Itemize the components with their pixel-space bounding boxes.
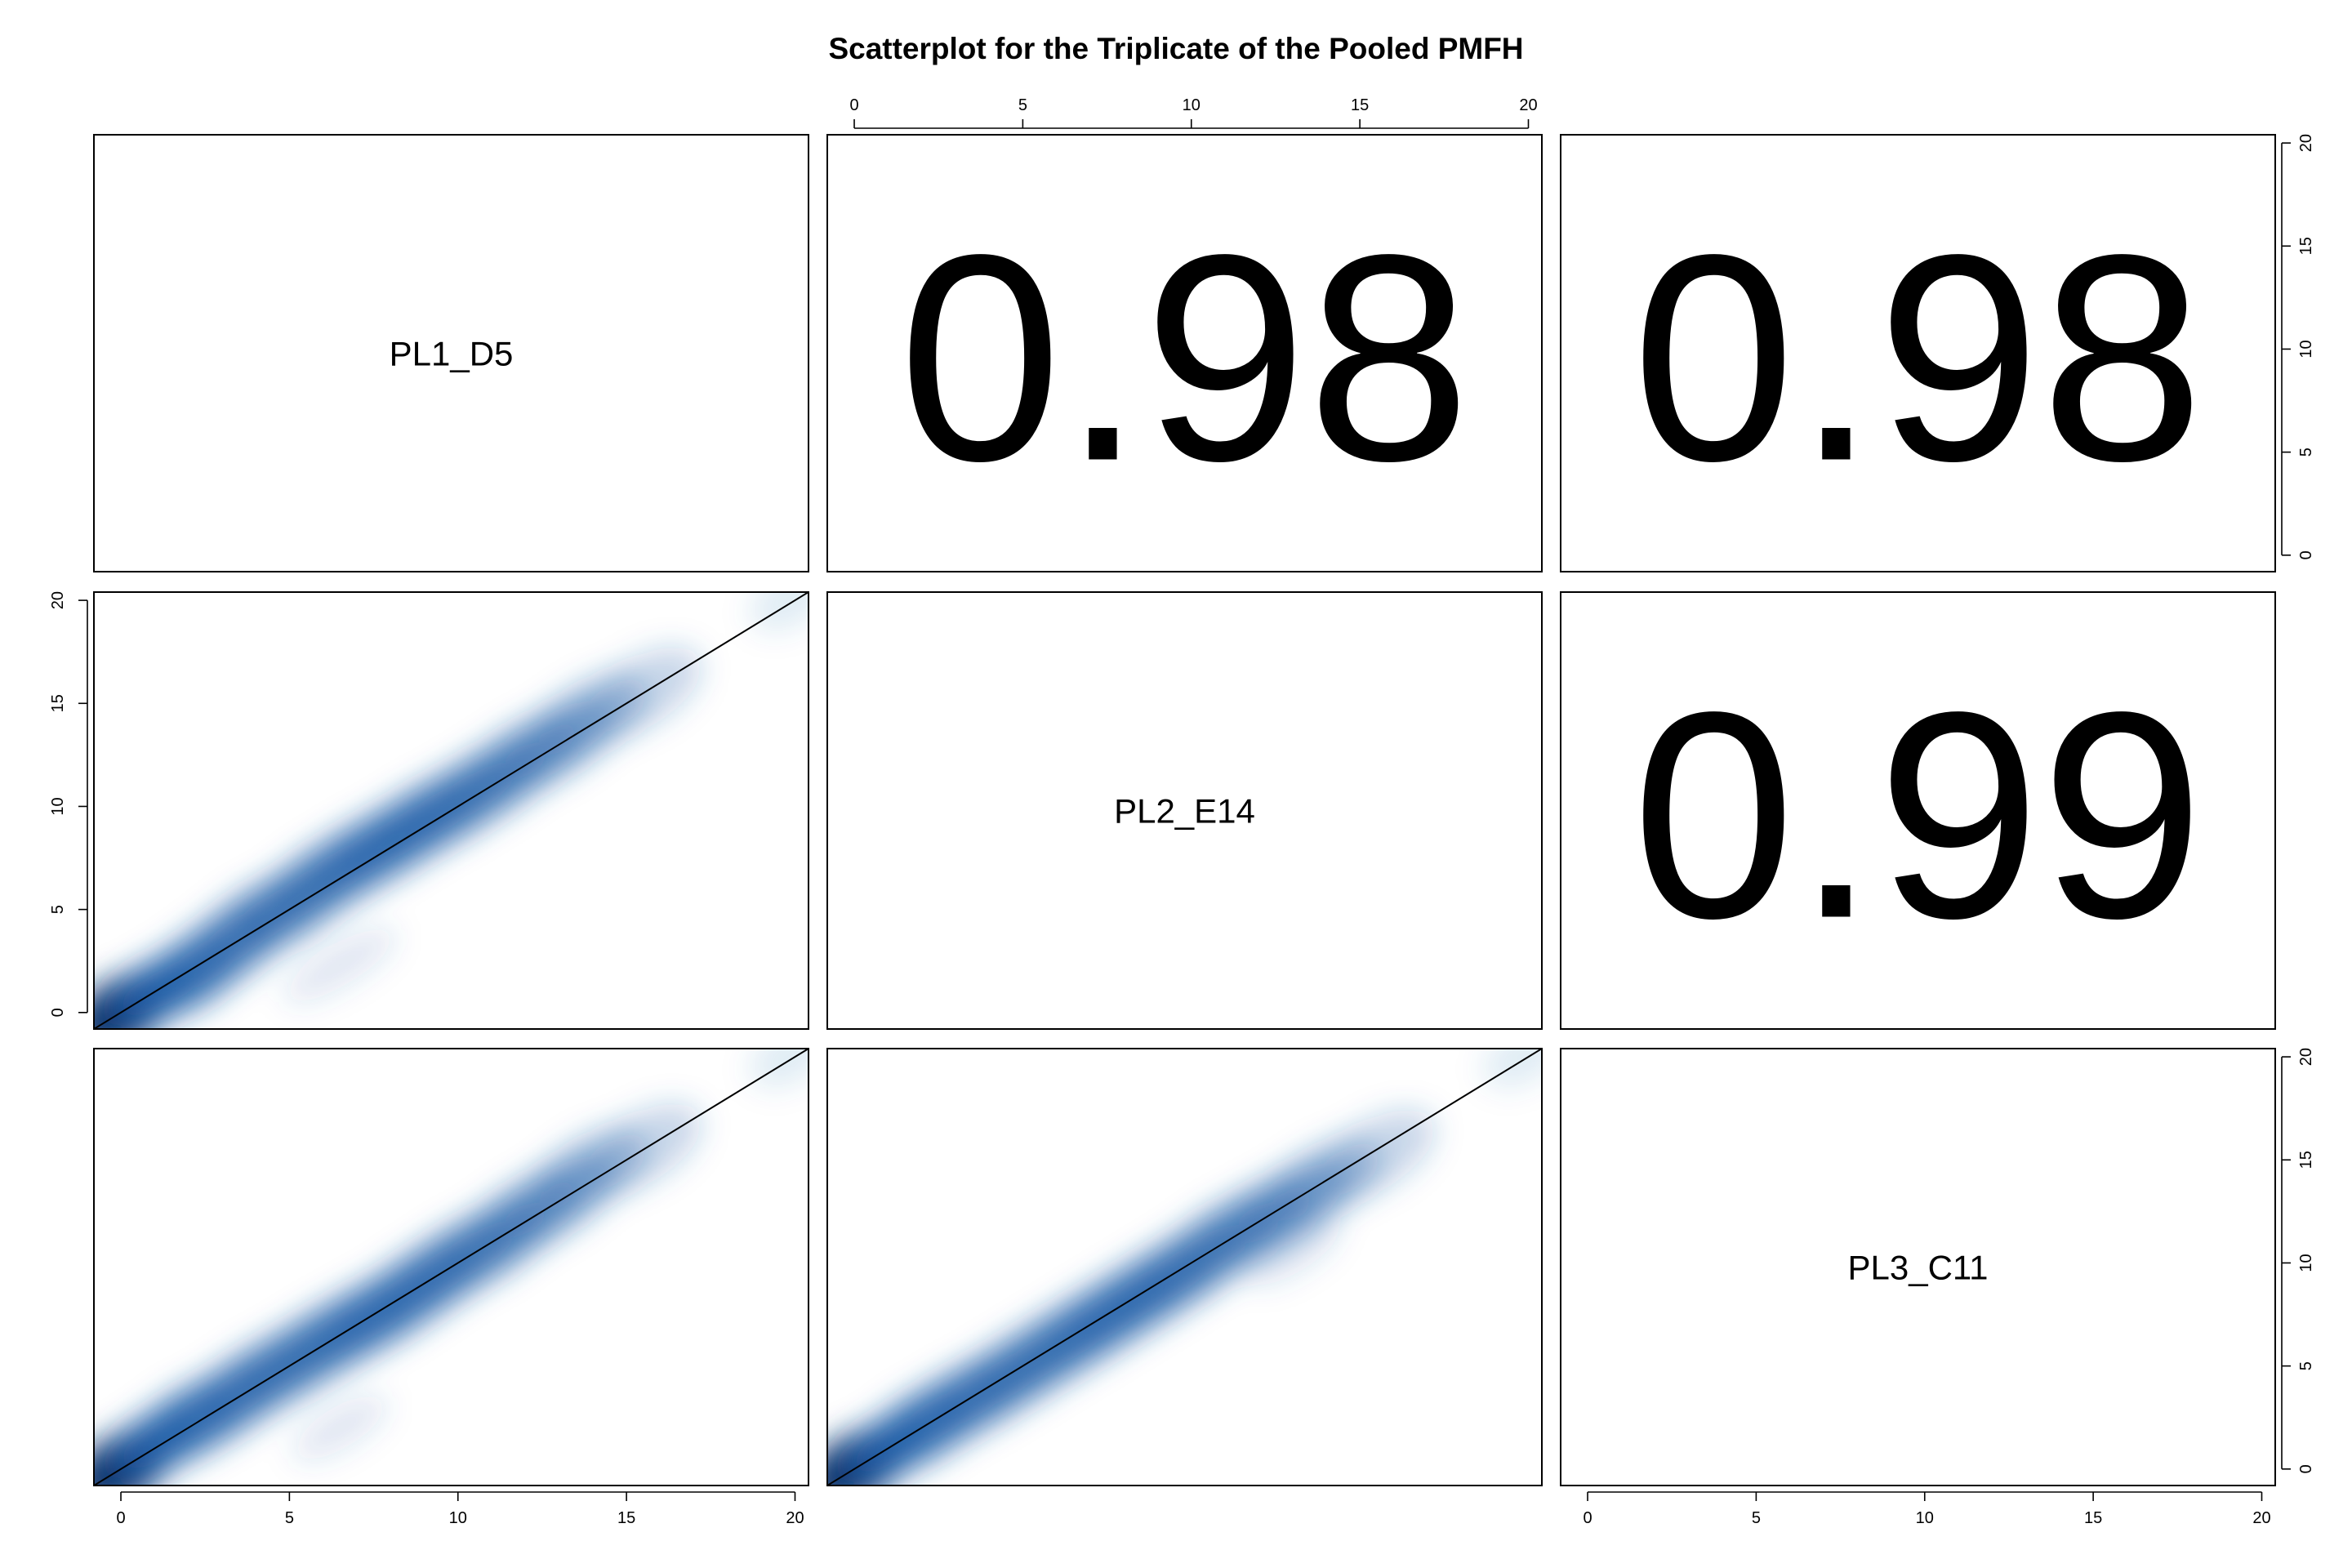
density-panel-r2-c0	[94, 1049, 808, 1486]
tick-label: 5	[285, 1509, 294, 1527]
panel-frame-r2-c1	[826, 1048, 1543, 1486]
reference-line	[94, 592, 808, 1029]
bottom-axis-c0: 0 5 10 15 20	[116, 1491, 804, 1527]
tick-label: 15	[2084, 1509, 2102, 1527]
variable-label-2: PL3_C11	[1847, 1249, 1988, 1287]
bottom-axis-c2: 0 5 10 15 20	[1583, 1491, 2271, 1527]
tick-label: 15	[1351, 96, 1369, 114]
matrix-axes: 0 5 10 15 20 0 5 10 15 20 0 5 10 15 20 0 5 10 15 20 0 5 10 15 20…	[49, 96, 2315, 1527]
tick-label: 10	[49, 797, 67, 815]
density-blob	[1245, 1219, 1340, 1285]
density-blob	[292, 1395, 388, 1461]
density-panel-r2-c1	[827, 1049, 1542, 1486]
tick-label: 0	[2297, 1464, 2315, 1473]
density-blob	[748, 1049, 808, 1089]
left-axis-r1: 0 5 10 15 20	[49, 591, 88, 1017]
tick-label: 0	[49, 1008, 67, 1017]
panel-frame-r1-c2	[1560, 591, 2276, 1030]
right-axis-r2: 0 5 10 15 20	[2281, 1048, 2315, 1473]
tick-label: 5	[49, 905, 67, 914]
tick-label: 10	[1183, 96, 1200, 114]
panel-grid: PL1_D5 PL2_E14 PL3_C11 0.98 0.98 0.99	[93, 134, 2276, 1486]
reference-line	[94, 1049, 808, 1486]
panel-frame-r1-c1	[826, 591, 1543, 1030]
density-blob	[585, 647, 702, 735]
tick-label: 15	[2297, 1151, 2315, 1169]
panel-frame-r1-c0	[93, 591, 809, 1030]
correlation-r0-c1: 0.98	[898, 194, 1471, 523]
tick-label: 15	[617, 1509, 635, 1527]
tick-label: 20	[2252, 1509, 2270, 1527]
tick-label: 15	[49, 694, 67, 712]
variable-label-0: PL1_D5	[390, 335, 514, 373]
correlation-r1-c2: 0.99	[1632, 652, 2204, 980]
tick-label: 5	[2297, 1361, 2315, 1370]
tick-label: 5	[1752, 1509, 1761, 1527]
panel-frame-r0-c2	[1560, 134, 2276, 572]
tick-label: 15	[2297, 237, 2315, 255]
density-panel-r1-c0	[94, 592, 808, 1029]
tick-label: 20	[2297, 1048, 2315, 1066]
reference-line	[827, 1049, 1542, 1486]
variable-label-1: PL2_E14	[1114, 792, 1255, 831]
tick-label: 20	[49, 591, 67, 609]
density-cloud	[94, 1049, 808, 1486]
density-blob	[585, 1103, 702, 1192]
density-cloud	[827, 1049, 1542, 1486]
tick-label: 5	[1018, 96, 1027, 114]
tick-label: 10	[2297, 1254, 2315, 1272]
density-cloud	[94, 592, 808, 1029]
density-blob	[748, 592, 808, 632]
tick-label: 5	[2297, 448, 2315, 457]
panel-frame-r2-c0	[93, 1048, 809, 1486]
tick-label: 20	[1519, 96, 1537, 114]
tick-label: 10	[2297, 340, 2315, 358]
chart-title: Scatterplot for the Triplicate of the Po…	[828, 32, 1523, 65]
tick-label: 10	[449, 1509, 467, 1527]
density-blob	[1481, 1049, 1542, 1089]
panel-frame-r0-c1	[826, 134, 1543, 572]
tick-label: 20	[2297, 134, 2315, 152]
tick-label: 20	[786, 1509, 804, 1527]
right-axis-r0: 0 5 10 15 20	[2281, 134, 2315, 559]
top-axis-c1: 0 5 10 15 20	[849, 96, 1538, 129]
tick-label: 10	[1916, 1509, 1934, 1527]
tick-label: 0	[849, 96, 858, 114]
panel-frame-r2-c2	[1560, 1048, 2276, 1486]
panel-frame-r0-c0	[93, 134, 809, 572]
correlation-r0-c2: 0.98	[1632, 194, 2204, 523]
tick-label: 0	[1583, 1509, 1592, 1527]
tick-label: 0	[116, 1509, 125, 1527]
density-blob	[283, 927, 397, 1003]
tick-label: 0	[2297, 550, 2315, 559]
